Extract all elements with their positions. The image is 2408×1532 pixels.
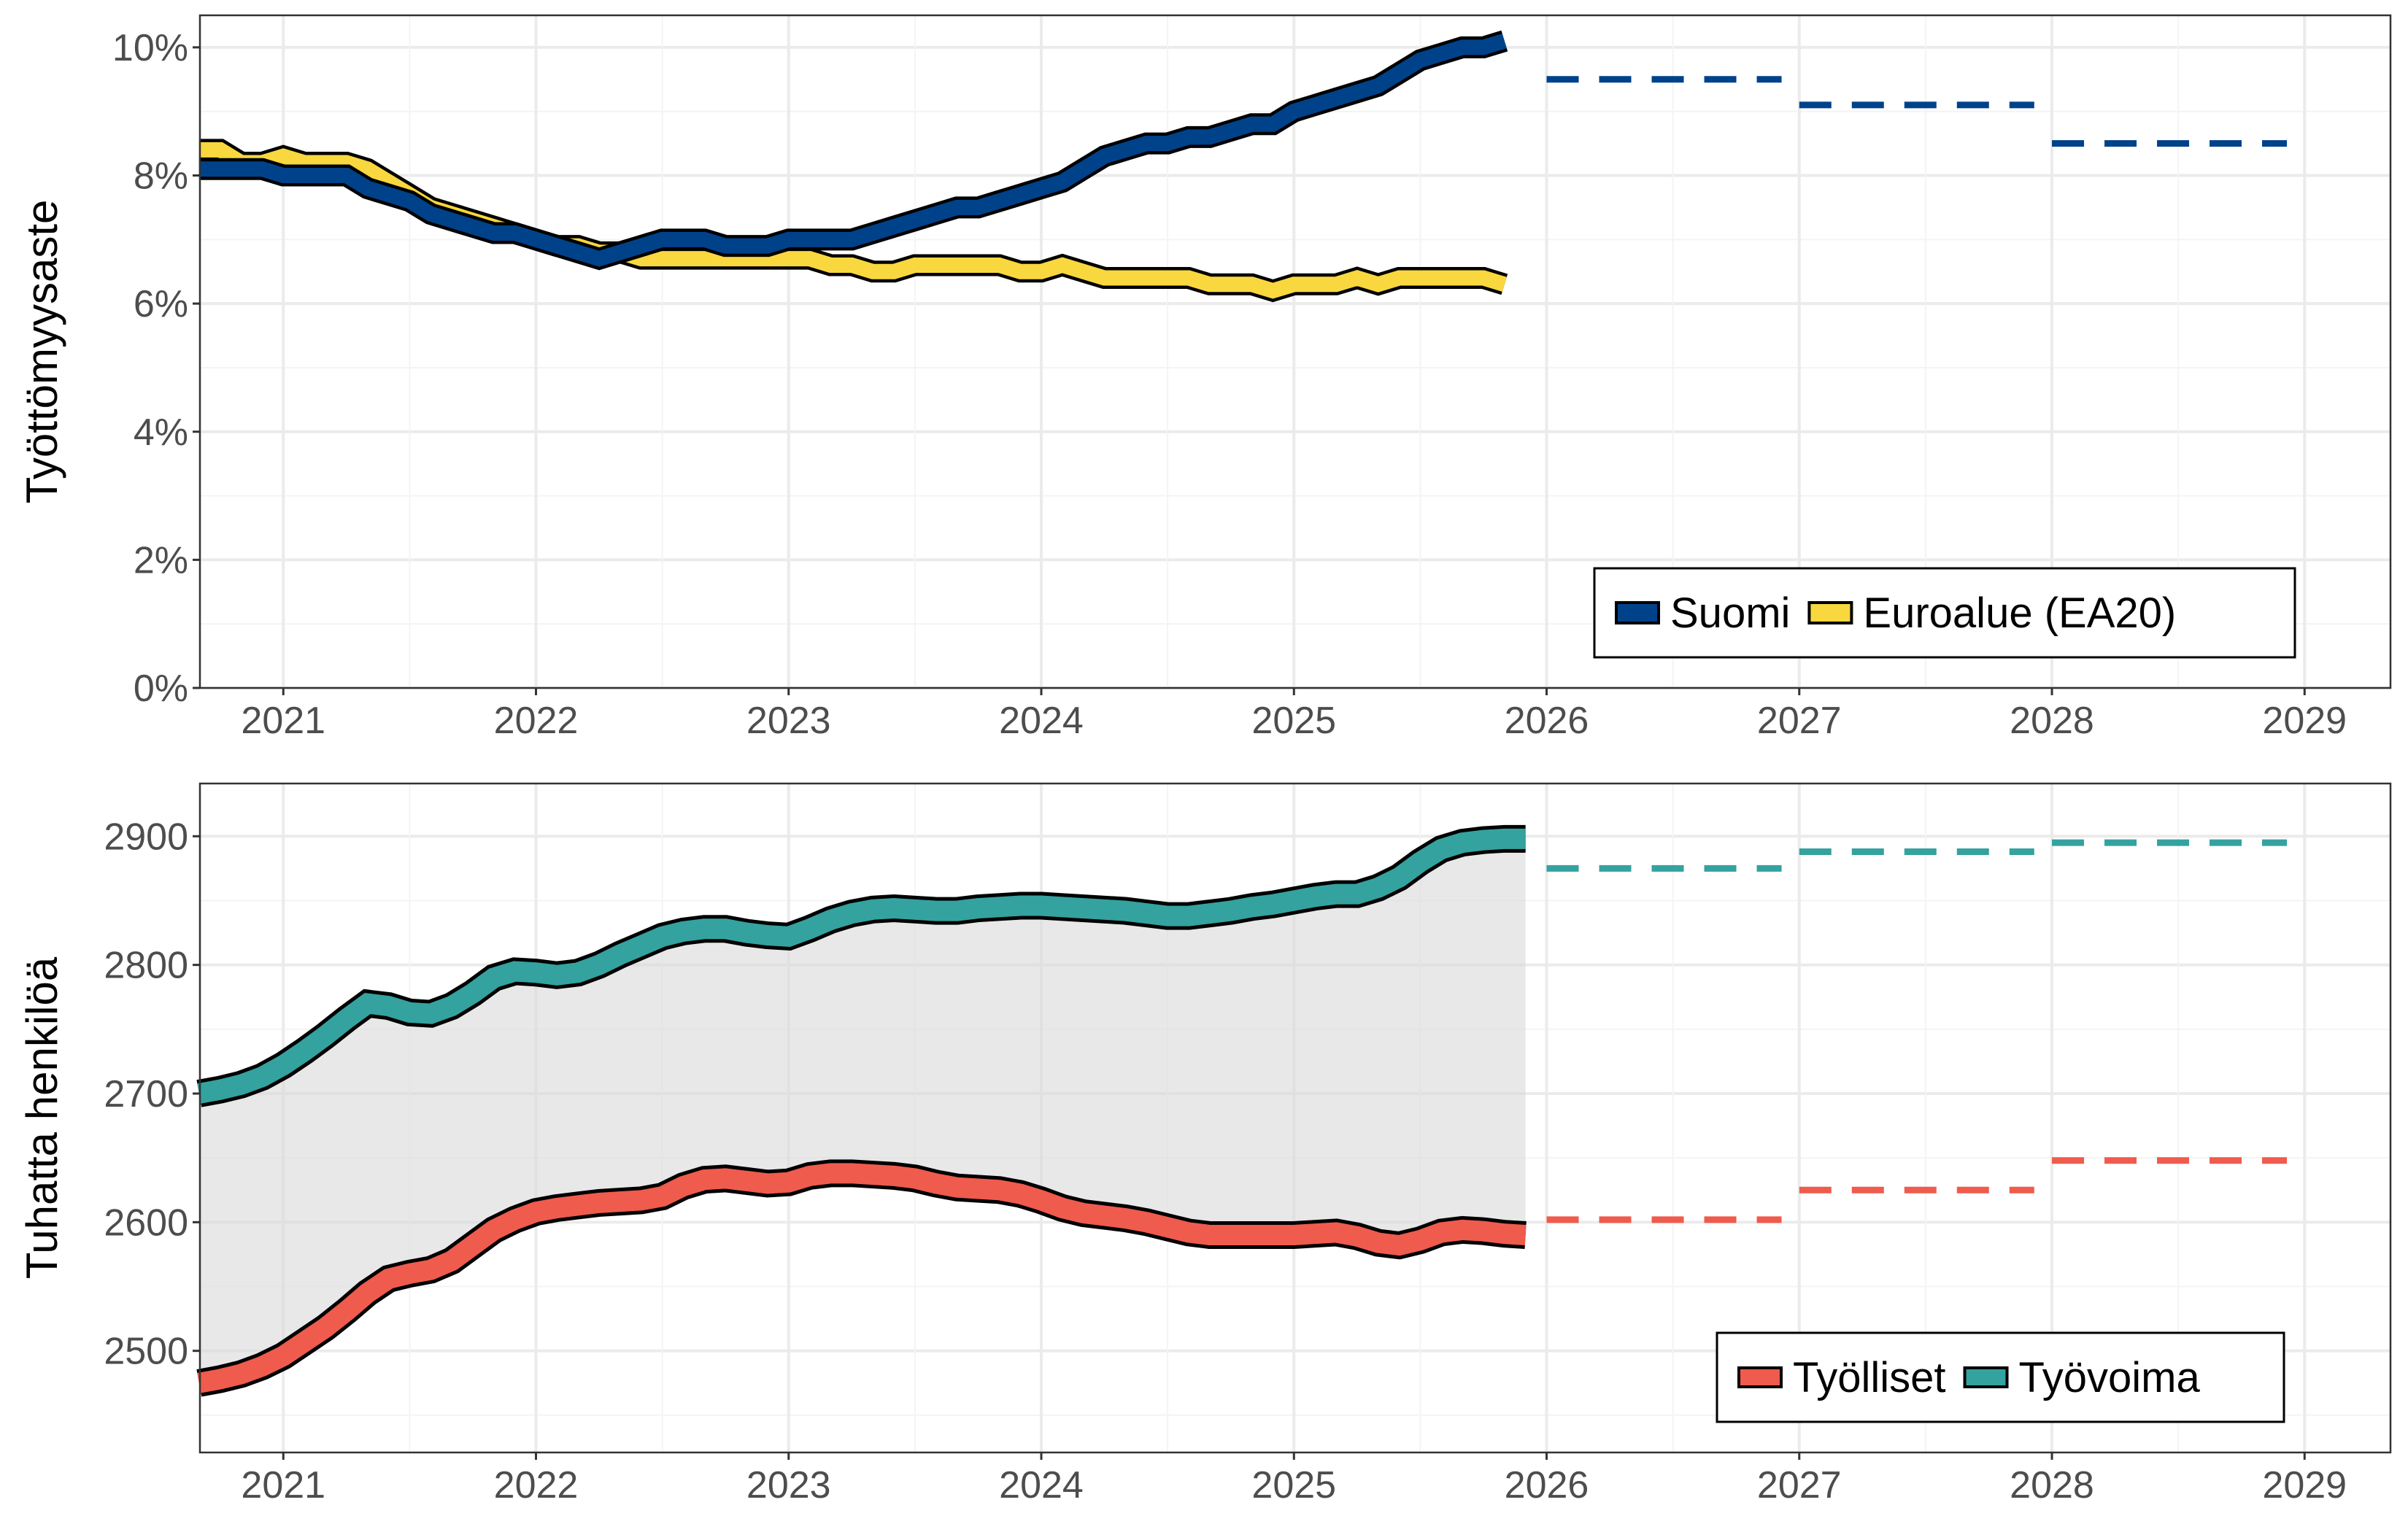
y-tick-label: 2800 — [104, 945, 188, 987]
x-tick-label: 2026 — [1505, 1464, 1589, 1506]
y-tick-label: 10% — [112, 27, 188, 69]
y-tick-label: 2600 — [104, 1202, 188, 1244]
x-tick-label: 2029 — [2262, 1464, 2347, 1506]
y-tick-label: 0% — [134, 668, 188, 710]
x-tick-label: 2022 — [494, 1464, 579, 1506]
panel-border — [198, 14, 2392, 689]
x-tick-label: 2028 — [2010, 1464, 2094, 1506]
legend-label-1: Työvoima — [2019, 1354, 2201, 1401]
chart-panel-1: 0% 2% 4% 6% 8% 10% 2021 2022 2023 2024 2025 2026 202… — [18, 14, 2392, 742]
legend-key-1 — [1807, 601, 1853, 624]
legend: Työlliset Työvoima — [1716, 1331, 2285, 1423]
legend-label-0: Työlliset — [1793, 1354, 1946, 1401]
legend: Suomi Euroalue (EA20) — [1593, 567, 2296, 659]
legend-key-1 — [1963, 1366, 2009, 1388]
series-line-0 — [198, 34, 1507, 267]
y-tick-label: 2500 — [104, 1331, 188, 1373]
x-tick-label: 2026 — [1505, 700, 1589, 742]
chart-panel-2: 2500 2600 2700 2800 2900 2021 2022 2023 2024 2025… — [18, 782, 2392, 1506]
y-axis-title: Tuhatta henkilöä — [18, 956, 66, 1279]
y-tick-label: 2900 — [104, 816, 188, 858]
y-tick-label: 6% — [134, 283, 188, 325]
x-tick-label: 2022 — [494, 700, 579, 742]
legend-box — [1593, 567, 2296, 659]
legend-key-0 — [1615, 601, 1660, 624]
series-outline-0 — [198, 30, 1508, 271]
legend-label-0: Suomi — [1670, 589, 1790, 637]
x-tick-label: 2024 — [999, 1464, 1084, 1506]
series-line-0 — [197, 1163, 1527, 1393]
legend-label-1: Euroalue (EA20) — [1863, 589, 2176, 637]
panel-border — [198, 782, 2392, 1454]
y-tick-label: 2% — [134, 539, 188, 581]
x-tick-label: 2027 — [1757, 1464, 1842, 1506]
x-tick-label: 2021 — [241, 1464, 325, 1506]
x-tick-label: 2025 — [1251, 700, 1336, 742]
x-tick-label: 2021 — [241, 700, 325, 742]
y-tick-label: 4% — [134, 411, 188, 454]
y-axis-title: Työttömyysaste — [18, 200, 66, 504]
x-tick-label: 2028 — [2010, 700, 2094, 742]
x-tick-label: 2025 — [1251, 1464, 1336, 1506]
legend-key-0 — [1737, 1366, 1783, 1388]
y-tick-label: 8% — [134, 155, 188, 198]
x-tick-label: 2029 — [2262, 700, 2347, 742]
x-tick-label: 2023 — [746, 1464, 831, 1506]
x-tick-label: 2027 — [1757, 700, 1842, 742]
x-tick-label: 2024 — [999, 700, 1084, 742]
x-tick-label: 2023 — [746, 700, 831, 742]
series-line-1 — [198, 142, 1507, 299]
y-tick-label: 2700 — [104, 1073, 188, 1115]
series-line-1 — [197, 828, 1526, 1104]
